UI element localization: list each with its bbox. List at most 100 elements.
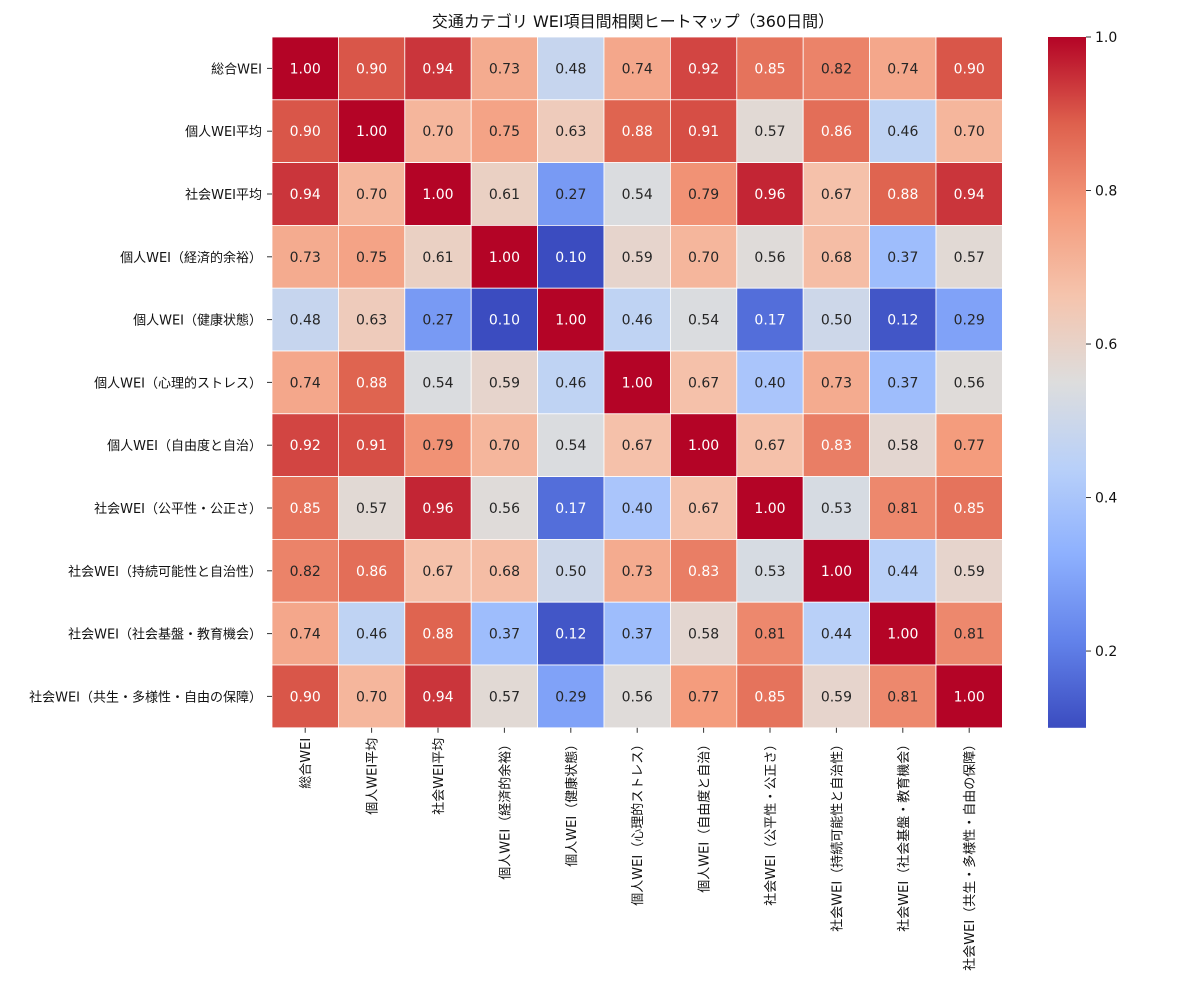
x-tick-label: 社会WEI（公平性・公正さ） [763, 738, 779, 906]
heatmap-cell [470, 224, 539, 289]
cell-value-label: 0.63 [555, 124, 586, 140]
y-tick-label: 社会WEI（社会基盤・教育機会） [68, 627, 262, 643]
cell-value-label: 0.46 [555, 375, 586, 391]
cell-value-label: 1.00 [422, 187, 453, 203]
x-tick-label: 社会WEI（持続可能性と自治性） [829, 738, 845, 932]
cell-value-label: 0.85 [290, 501, 321, 517]
heatmap-cell [802, 99, 871, 164]
cell-value-label: 0.70 [688, 250, 719, 266]
heatmap-cell [404, 162, 472, 226]
heatmap-cell [935, 36, 1003, 101]
cell-value-label: 0.40 [622, 501, 653, 517]
cell-value-label: 0.83 [688, 564, 719, 580]
cell-value-label: 0.90 [356, 61, 387, 77]
cell-value-label: 0.96 [422, 501, 453, 517]
x-tick-label: 個人WEI（自由度と自治） [697, 738, 713, 893]
heatmap-cell [603, 287, 671, 352]
heatmap-cell [404, 413, 472, 477]
cell-value-label: 0.37 [887, 375, 918, 391]
cell-value-label: 0.17 [754, 313, 785, 329]
cell-value-label: 0.57 [954, 250, 985, 266]
cell-value-label: 0.85 [754, 61, 785, 77]
colorbar-tick-label: 0.4 [1095, 491, 1117, 507]
cell-value-label: 0.54 [688, 313, 719, 329]
heatmap-cell [603, 664, 671, 729]
y-tick-label: 社会WEI（共生・多様性・自由の保障） [29, 689, 262, 705]
heatmap-cell [271, 36, 339, 101]
cell-value-label: 1.00 [356, 124, 387, 140]
heatmap-cell [670, 413, 738, 477]
cell-value-label: 0.67 [688, 501, 719, 517]
heatmap-cell [337, 413, 406, 477]
cell-value-label: 0.44 [887, 564, 918, 580]
heatmap-cell [670, 99, 738, 164]
cell-value-label: 0.67 [754, 438, 785, 454]
cell-value-label: 0.59 [954, 564, 985, 580]
heatmap-cell [736, 36, 804, 101]
y-tick-label: 個人WEI平均 [185, 125, 262, 140]
cell-value-label: 0.46 [356, 627, 387, 643]
cell-value-label: 0.27 [555, 187, 586, 203]
heatmap-cell [404, 539, 472, 603]
cell-value-label: 0.12 [887, 313, 918, 329]
cell-value-label: 0.68 [489, 564, 520, 580]
cell-value-label: 0.44 [821, 627, 852, 643]
heatmap-cell [470, 350, 539, 415]
cell-value-label: 0.79 [688, 187, 719, 203]
heatmap-cell [537, 99, 605, 164]
heatmap-cell [470, 601, 539, 666]
heatmap-cell [404, 601, 472, 666]
cell-value-label: 0.83 [821, 438, 852, 454]
cell-value-label: 0.73 [821, 375, 852, 391]
heatmap-cell [935, 224, 1003, 289]
cell-value-label: 0.61 [489, 187, 520, 203]
cell-value-label: 0.90 [290, 124, 321, 140]
x-tick-label: 個人WEI（健康状態） [564, 738, 580, 867]
y-tick-label: 総合WEI [211, 62, 262, 77]
heatmap-cell [736, 539, 804, 603]
heatmap-cell [470, 413, 539, 477]
cell-value-label: 0.10 [489, 313, 520, 329]
cell-value-label: 0.70 [356, 689, 387, 705]
cell-value-label: 0.50 [555, 564, 586, 580]
heatmap-cell [271, 287, 339, 352]
heatmap-cell [470, 287, 539, 352]
cell-value-label: 0.85 [754, 689, 785, 705]
heatmap-cell [271, 99, 339, 164]
cell-value-label: 1.00 [821, 564, 852, 580]
cell-value-label: 0.73 [489, 61, 520, 77]
heatmap-cell [404, 287, 472, 352]
cell-value-label: 0.53 [754, 564, 785, 580]
cell-value-label: 0.54 [555, 438, 586, 454]
cell-value-label: 0.54 [422, 375, 453, 391]
heatmap-cell [802, 287, 871, 352]
cell-value-label: 0.94 [422, 689, 453, 705]
heatmap-cell [470, 476, 539, 540]
cell-value-label: 0.92 [688, 61, 719, 77]
cell-value-label: 0.67 [821, 187, 852, 203]
cell-value-label: 0.74 [622, 61, 653, 77]
cell-value-label: 0.56 [489, 501, 520, 517]
cell-value-label: 0.82 [290, 564, 321, 580]
cell-value-label: 0.48 [290, 313, 321, 329]
heatmap-cell [603, 162, 671, 226]
cell-value-label: 0.94 [290, 187, 321, 203]
cell-value-label: 0.54 [622, 187, 653, 203]
heatmap-cell [935, 601, 1003, 666]
cell-value-label: 1.00 [887, 627, 918, 643]
heatmap-cell [404, 36, 472, 101]
heatmap-cell [603, 413, 671, 477]
heatmap-cell [935, 539, 1003, 603]
cell-value-label: 0.88 [887, 187, 918, 203]
cell-value-label: 0.58 [887, 438, 918, 454]
heatmap-cell [670, 539, 738, 603]
cell-value-label: 1.00 [555, 313, 586, 329]
cell-value-label: 0.75 [489, 124, 520, 140]
cell-value-label: 0.68 [821, 250, 852, 266]
cell-value-label: 1.00 [622, 375, 653, 391]
colorbar-gradient [1048, 37, 1086, 728]
cell-value-label: 0.37 [887, 250, 918, 266]
cell-value-label: 0.56 [622, 689, 653, 705]
x-tick-label: 社会WEI平均 [431, 738, 447, 815]
